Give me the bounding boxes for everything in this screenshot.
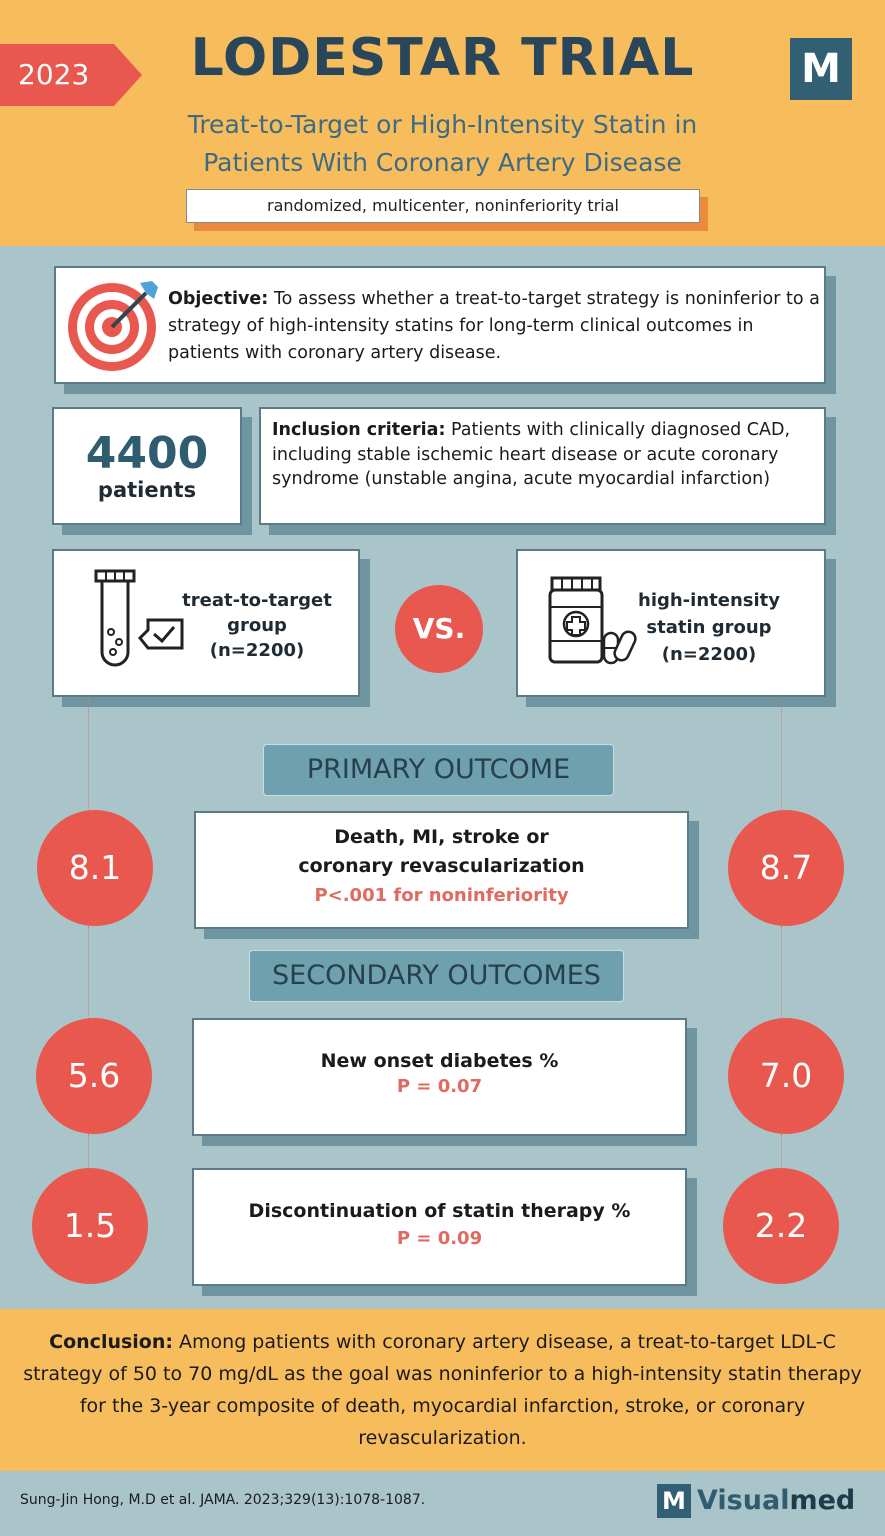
brand-name-part-1: Visual (697, 1485, 790, 1516)
versus-badge: VS. (395, 585, 483, 673)
secondary-left-value: 5.6 (36, 1018, 152, 1134)
secondary-outcome-p-value: P = 0.07 (396, 1076, 483, 1097)
brand-logo-icon: M (657, 1484, 691, 1518)
subtitle: Treat-to-Target or High-Intensity Statin… (0, 106, 885, 182)
visualmed-logo-icon: M (790, 38, 852, 100)
group-left-line-1: treat-to-target (182, 590, 332, 611)
primary-outcome-title-1: Death, MI, stroke or (334, 826, 549, 848)
conclusion-label: Conclusion: (49, 1331, 173, 1353)
group-left-line-2: group (227, 615, 287, 636)
objective-body: To assess whether a treat-to-target stra… (168, 289, 820, 363)
patients-count: 4400 (85, 428, 209, 479)
secondary-outcome-card: New onset diabetes % P = 0.07 (192, 1018, 687, 1136)
test-tube-checklist-icon (94, 569, 184, 667)
primary-outcome-p-value: P<.001 for noninferiority (314, 885, 569, 906)
secondary-right-value: 2.2 (723, 1168, 839, 1284)
inclusion-text: Inclusion criteria: Patients with clinic… (272, 418, 818, 492)
group-right-line-2: statin group (646, 617, 772, 638)
secondary-outcome-title: Discontinuation of statin therapy % (248, 1200, 631, 1222)
primary-outcome-card: Death, MI, stroke or coronary revascular… (194, 811, 689, 929)
group-right-line-1: high-intensity (638, 590, 780, 611)
secondary-outcomes-heading: SECONDARY OUTCOMES (249, 950, 624, 1002)
secondary-outcome-p-value: P = 0.09 (396, 1228, 483, 1249)
target-icon (68, 281, 158, 371)
secondary-outcome-title: New onset diabetes % (320, 1050, 559, 1072)
primary-outcome-title-2: coronary revascularization (298, 855, 585, 877)
right-connector-line (781, 700, 782, 810)
right-connector-line (781, 926, 782, 1018)
patients-label: patients (97, 478, 197, 502)
citation: Sung-Jin Hong, M.D et al. JAMA. 2023;329… (20, 1492, 426, 1508)
primary-right-value: 8.7 (728, 810, 844, 926)
left-connector-line (88, 700, 89, 810)
patients-card (52, 407, 242, 525)
group-left-line-3: (n=2200) (209, 640, 305, 661)
secondary-outcome-card: Discontinuation of statin therapy % P = … (192, 1168, 687, 1286)
treat-to-target-group-label: treat-to-target group (n=2200) (178, 588, 336, 663)
left-connector-line (88, 926, 89, 1018)
inclusion-card (259, 407, 826, 525)
subtitle-line-2: Patients With Coronary Artery Disease (203, 148, 682, 177)
trial-design-badge: randomized, multicenter, noninferiority … (186, 189, 700, 223)
page-title: LODESTAR TRIAL (190, 28, 695, 88)
secondary-left-value: 1.5 (32, 1168, 148, 1284)
primary-outcome-heading: PRIMARY OUTCOME (263, 744, 614, 796)
pill-bottle-icon (548, 576, 637, 665)
left-connector-line (88, 1134, 89, 1168)
primary-left-value: 8.1 (37, 810, 153, 926)
subtitle-line-1: Treat-to-Target or High-Intensity Statin… (187, 110, 698, 139)
objective-label: Objective: (168, 289, 269, 309)
right-connector-line (781, 1134, 782, 1168)
brand-name: Visualmed (697, 1484, 855, 1518)
conclusion-banner (0, 1309, 885, 1471)
inclusion-label: Inclusion criteria: (272, 420, 446, 440)
footer (0, 1471, 885, 1536)
inclusion-body: Patients with clinically diagnosed CAD, … (272, 420, 791, 489)
year-tag: 2023 (0, 44, 142, 106)
conclusion-body: Among patients with coronary artery dise… (23, 1331, 862, 1449)
secondary-right-value: 7.0 (728, 1018, 844, 1134)
objective-text: Objective: To assess whether a treat-to-… (168, 286, 822, 367)
conclusion-text: Conclusion: Among patients with coronary… (20, 1326, 865, 1454)
brand-name-part-2: med (789, 1485, 856, 1516)
objective-card (54, 266, 826, 384)
high-intensity-statin-group-label: high-intensity statin group (n=2200) (630, 587, 788, 668)
group-right-line-3: (n=2200) (661, 644, 757, 665)
